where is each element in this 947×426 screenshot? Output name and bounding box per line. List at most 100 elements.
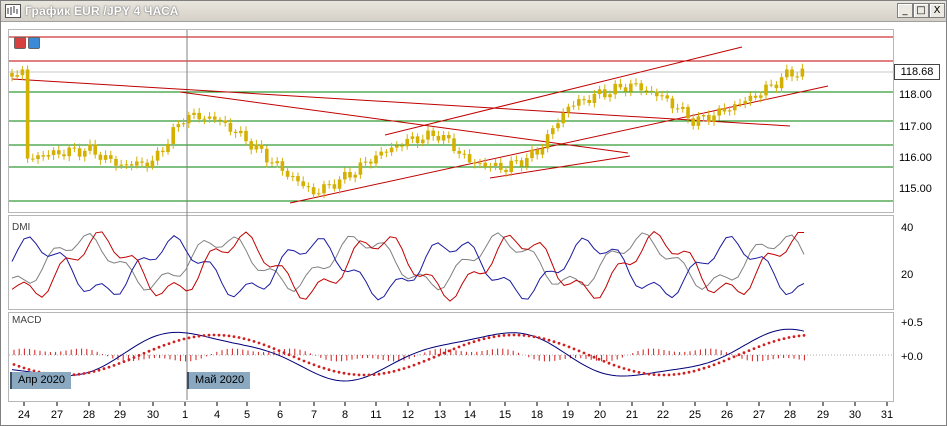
signal-dot <box>142 351 146 355</box>
date-tick-label: 21 <box>626 409 638 421</box>
candle-body <box>566 106 571 113</box>
signal-dot <box>492 335 496 339</box>
candle-body <box>415 136 420 144</box>
candle-body <box>244 130 248 142</box>
candle-body <box>551 128 555 135</box>
candle-body <box>441 135 446 141</box>
candle-body <box>275 161 279 164</box>
close-button[interactable]: X <box>929 3 945 18</box>
candle-body <box>608 94 612 98</box>
candle-body <box>311 187 316 195</box>
date-tick-label: 22 <box>657 409 669 421</box>
signal-dot <box>617 365 621 369</box>
red-chip-icon[interactable] <box>14 37 26 49</box>
signal-dot <box>167 342 171 345</box>
candle-body <box>270 162 274 164</box>
signal-dot <box>602 359 606 363</box>
signal-dot <box>607 361 611 365</box>
candle-body <box>254 144 259 150</box>
candle-body <box>103 155 108 160</box>
signal-dot <box>232 335 236 338</box>
candle-body <box>41 155 45 157</box>
signal-dot <box>112 364 116 367</box>
candle-body <box>322 184 326 194</box>
signal-dot <box>272 347 276 350</box>
macd-panel[interactable] <box>8 312 894 402</box>
candle-body <box>613 83 617 95</box>
signal-dot <box>247 338 251 342</box>
signal-dot <box>392 369 396 373</box>
candle-body <box>83 150 87 157</box>
candle-body <box>707 115 711 122</box>
signal-dot <box>267 345 271 348</box>
signal-dot <box>322 366 326 370</box>
candle-body <box>431 130 435 136</box>
signal-dot <box>87 371 91 374</box>
signal-dot <box>202 334 206 337</box>
candle-body <box>545 134 550 149</box>
signal-dot <box>107 365 111 369</box>
maximize-button[interactable]: □ <box>913 3 929 18</box>
candle-body <box>436 135 441 141</box>
candle-body <box>733 104 737 111</box>
candle-body <box>644 90 649 92</box>
dmi-panel[interactable] <box>8 215 894 310</box>
signal-dot <box>762 343 766 347</box>
signal-dot <box>502 334 506 337</box>
signal-dot <box>117 362 121 365</box>
candle-body <box>478 162 482 164</box>
candle-body <box>25 69 30 159</box>
macd-line <box>11 328 805 382</box>
candle-body <box>259 144 264 149</box>
price-tick-label: 115.00 <box>899 183 932 195</box>
signal-dot <box>672 373 676 376</box>
candle-body <box>374 155 378 164</box>
candle-body <box>20 69 25 76</box>
candle-body <box>218 119 222 121</box>
candle-body <box>171 127 175 144</box>
title-bar[interactable]: График EUR /JPY 4 ЧАСА _ □ X <box>1 1 946 22</box>
signal-dot <box>302 359 306 363</box>
candle-body <box>213 116 217 120</box>
candle-body <box>525 158 529 167</box>
date-tick-label: 20 <box>594 409 606 421</box>
candle-body <box>36 155 40 159</box>
trend-line <box>11 78 791 127</box>
dmi-tick-label: 40 <box>901 222 913 234</box>
price-tick-label: 118.00 <box>899 89 932 101</box>
candle-body <box>400 145 404 147</box>
signal-dot <box>192 335 196 339</box>
signal-dot <box>622 367 626 370</box>
trend-line <box>384 46 743 136</box>
signal-dot <box>307 361 311 365</box>
signal-dot <box>532 335 536 339</box>
signal-dot <box>97 368 101 372</box>
candle-body <box>727 110 732 112</box>
signal-dot <box>12 363 16 366</box>
signal-dot <box>212 333 216 337</box>
signal-dot <box>282 351 286 355</box>
candle-body <box>426 130 430 140</box>
signal-dot <box>397 368 401 372</box>
signal-dot <box>652 373 656 376</box>
candle-body <box>129 164 134 166</box>
signal-dot <box>682 371 686 375</box>
signal-dot <box>577 349 581 353</box>
signal-dot <box>527 334 531 338</box>
candle-body <box>135 161 139 166</box>
month-tag-may: Май 2020 <box>187 372 251 389</box>
candle-body <box>785 69 789 78</box>
blue-chip-icon[interactable] <box>28 37 40 49</box>
signal-dot <box>657 373 661 377</box>
candle-body <box>639 83 643 91</box>
date-tick-label: 24 <box>18 409 30 421</box>
candle-body <box>540 148 545 155</box>
candle-body <box>379 151 383 156</box>
signal-dot <box>22 366 26 370</box>
date-tick-label: 31 <box>881 409 893 421</box>
signal-dot <box>437 353 441 357</box>
color-scheme-toggle[interactable] <box>14 37 42 50</box>
date-tick-label: 11 <box>370 409 381 421</box>
candle-body <box>67 147 71 157</box>
minimize-button[interactable]: _ <box>897 3 913 18</box>
